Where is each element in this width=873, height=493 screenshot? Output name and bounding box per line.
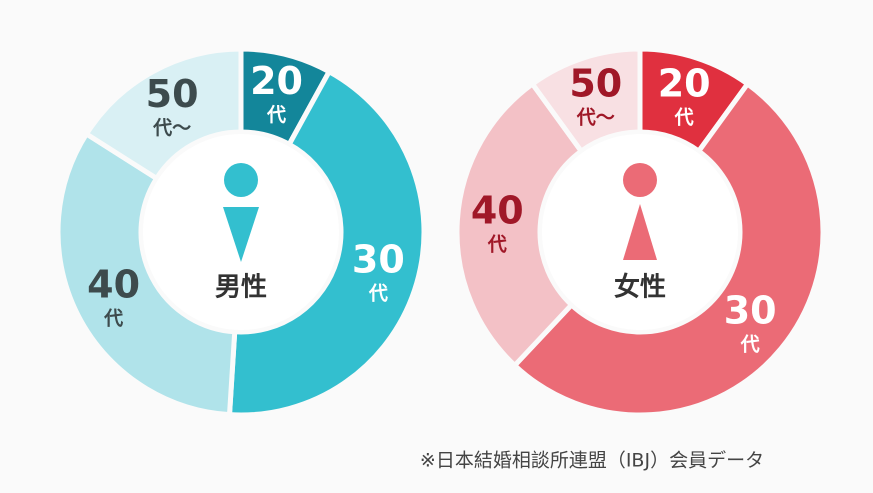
- center-label: 男性: [215, 273, 267, 303]
- icon-body: [623, 204, 657, 260]
- donut-slice: [83, 46, 244, 182]
- slice-label-suffix: 代: [674, 106, 694, 128]
- donut-slice: [528, 46, 643, 155]
- slice-label: 50: [146, 72, 199, 116]
- slice-label-suffix: 代～: [576, 106, 615, 128]
- slice-label: 50: [569, 61, 622, 105]
- slice-label: 30: [724, 289, 777, 333]
- slice-label: 30: [352, 237, 405, 281]
- slice-label: 40: [87, 262, 140, 306]
- slice-label-suffix: 代: [740, 334, 760, 356]
- donut-slice: [55, 130, 238, 418]
- footnote: ※日本結婚相談所連盟（IBJ）会員データ: [420, 450, 764, 472]
- slice-label-suffix: 代～: [152, 117, 191, 139]
- slice-label-suffix: 代: [103, 307, 123, 329]
- donut-slice: [454, 80, 585, 369]
- donut-slice: [226, 68, 427, 418]
- slice-label: 40: [471, 189, 524, 233]
- center-label: 女性: [614, 272, 666, 303]
- slice-label-suffix: 代: [487, 234, 507, 256]
- slice-label-suffix: 代: [368, 282, 388, 304]
- icon-body: [223, 207, 259, 262]
- slice-label-suffix: 代: [266, 104, 286, 126]
- icon-head: [224, 163, 258, 197]
- slice-label: 20: [250, 59, 303, 103]
- slice-label: 20: [658, 61, 711, 105]
- donut-slice: [511, 80, 826, 418]
- icon-head: [623, 163, 657, 197]
